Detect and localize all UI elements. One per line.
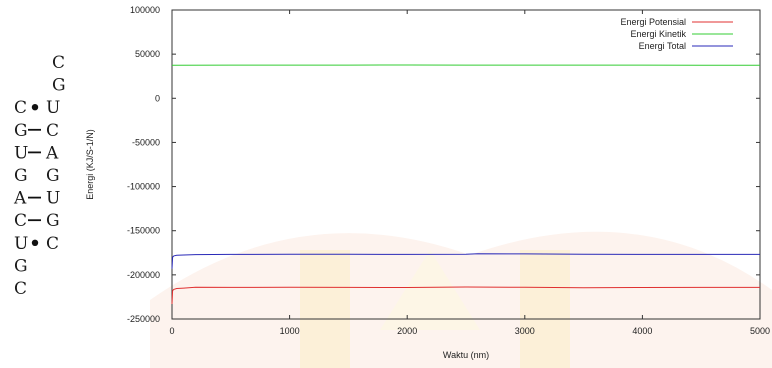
x-tick-label: 2000 (397, 326, 417, 336)
rna-base: G (14, 121, 28, 141)
legend-label: Energi Potensial (620, 17, 686, 27)
rna-base: G (52, 76, 66, 96)
rna-base: G (46, 166, 60, 186)
legend-label: Energi Total (639, 41, 686, 51)
rna-secondary-structure: CGC UG CU AG GA UC GU CGC (13, 53, 66, 299)
rna-base: A (13, 189, 27, 209)
rna-base: C (46, 234, 59, 254)
x-tick-label: 3000 (515, 326, 535, 336)
x-tick-label: 0 (169, 326, 174, 336)
rna-base: C (14, 211, 27, 231)
rna-base: U (46, 189, 60, 209)
y-tick-label: -250000 (127, 314, 160, 324)
y-axis-label: Energi (KJ/S-1/N) (85, 129, 95, 200)
rna-base: U (46, 98, 60, 118)
x-tick-label: 4000 (632, 326, 652, 336)
y-tick-label: 0 (155, 93, 160, 103)
x-tick-label: 5000 (750, 326, 770, 336)
x-axis-label: Waktu (nm) (443, 350, 489, 360)
rna-base: G (14, 166, 28, 186)
y-tick-label: 50000 (135, 49, 160, 59)
y-tick-label: -200000 (127, 270, 160, 280)
x-tick-label: 1000 (280, 326, 300, 336)
y-tick-label: -150000 (127, 226, 160, 236)
rna-wobble-dot (31, 239, 39, 246)
rna-base: C (46, 121, 59, 141)
rna-base: C (14, 98, 27, 118)
y-tick-label: -100000 (127, 182, 160, 192)
legend-label: Energi Kinetik (630, 29, 686, 39)
rna-base: U (14, 234, 28, 254)
series-line (171, 253, 760, 269)
rna-wobble-dot (31, 104, 39, 111)
rna-base: A (45, 143, 59, 163)
plot-frame (171, 9, 761, 320)
rna-base: G (14, 256, 28, 276)
rna-base: C (52, 53, 65, 73)
y-tick-label: -50000 (132, 137, 160, 147)
rna-base: G (46, 211, 60, 231)
y-tick-label: 100000 (130, 5, 160, 15)
rna-base: C (14, 279, 27, 299)
rna-base: U (14, 143, 28, 163)
series-line (171, 286, 760, 305)
